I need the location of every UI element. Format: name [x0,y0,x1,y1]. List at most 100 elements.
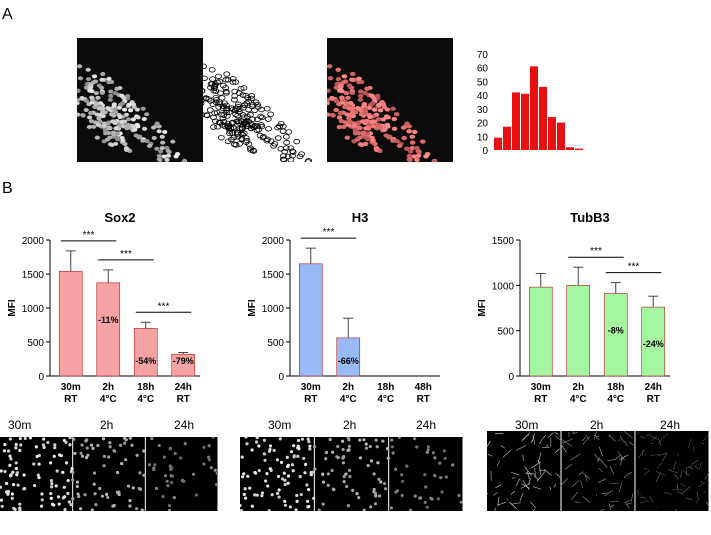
cell-mark [9,457,13,461]
fiber-mark [516,445,527,451]
cell-mark [209,466,213,470]
cell-mark [430,497,434,501]
cell-mark [202,445,206,449]
nucleus-outline [243,137,251,144]
cell-mark [91,446,95,450]
x-tick-label: 24h [645,382,662,393]
fiber-mark [510,502,521,505]
nucleus-outline [242,119,250,125]
nucleus-mark [99,90,105,95]
fiber-mark [582,436,590,445]
fiber-mark [519,492,524,502]
cell-mark [351,488,355,492]
cell-mark [8,474,13,478]
fiber-mark [610,504,615,507]
nucleus-outline [274,135,282,141]
cell-mark [346,437,350,439]
fiber-mark [661,453,668,462]
nucleus-mark [107,97,114,102]
overlay-mark [364,86,370,91]
cell-mark [357,496,361,500]
overlay-mark [351,123,358,128]
nucleus-outline [221,100,228,106]
nucleus-outline [254,116,261,123]
overlay-mark [401,135,408,141]
x-tick-label: 18h [137,382,154,393]
nucleus-mark [105,106,111,111]
fiber-mark [672,461,677,471]
cell-mark [56,495,61,499]
fiber-mark [655,472,661,483]
fiber-mark [623,431,633,439]
nucleus-outline [232,142,240,148]
nucleus-outline [263,138,271,144]
histogram-bar [548,117,556,150]
nucleus-outline [225,123,232,129]
fiber-mark [685,473,690,475]
nucleus-mark [112,109,118,114]
cell-mark [292,444,296,448]
cell-mark [37,462,41,466]
overlay-mark [345,122,352,127]
nucleus-outline [237,130,245,137]
fiber-mark [680,470,682,478]
nucleus-mark [77,76,84,81]
cell-mark [167,504,172,508]
nucleus-outline [283,139,291,146]
cell-mark [101,437,106,441]
fiber-mark [585,434,590,440]
x-tick-label: RT [304,394,317,405]
cell-mark [278,437,282,441]
nucleus-mark [141,117,147,122]
fiber-mark [668,469,679,474]
nucleus-outline [226,128,234,134]
fiber-mark [593,431,597,440]
cell-mark [69,503,73,507]
fiber-mark [521,483,530,489]
cell-mark [72,437,76,441]
fiber-mark [572,432,579,435]
nucleus-mark [132,127,138,132]
fiber-mark [510,490,515,495]
cell-mark [268,444,273,448]
cell-mark [135,453,139,457]
cell-mark [312,445,317,449]
cell-mark [111,504,115,508]
nucleus-outline [228,136,235,143]
overlay-mark [340,124,347,129]
cell-mark [250,504,254,508]
fiber-mark [628,441,634,446]
nucleus-outline [231,88,239,95]
cell-mark [366,463,370,468]
overlay-mark [329,112,336,118]
cell-mark [270,493,274,497]
overlay-mark [349,106,356,111]
histogram-tick-label: 50 [477,77,489,88]
nucleus-outline [304,159,312,162]
strip-label: 30m [515,418,539,432]
cell-mark [165,479,169,483]
fiber-mark [626,472,633,475]
nucleus-mark [83,108,89,113]
cell-mark [62,438,66,443]
fiber-mark [534,467,536,478]
nucleus-mark [164,146,170,151]
cell-mark [142,449,146,453]
nucleus-mark [77,98,81,103]
overlay-mark [358,79,365,85]
nucleus-mark [147,143,153,148]
tubb3-bar-chart: 050010001500MFI30mRT2h4°C-8%18h4°C-24%24… [477,236,670,405]
nucleus-mark [101,123,108,128]
nucleus-mark [156,129,162,134]
nucleus-outline [280,157,288,162]
cell-mark [131,486,135,490]
fiber-mark [580,480,584,488]
overlay-mark [347,101,354,106]
cell-mark [98,486,102,491]
segmentation-outline-image [203,38,327,162]
histogram-bar [494,137,502,150]
y-tick-label: 500 [497,327,514,338]
significance-stars: *** [628,262,640,273]
cell-mark [10,492,15,496]
cell-mark [168,447,172,451]
